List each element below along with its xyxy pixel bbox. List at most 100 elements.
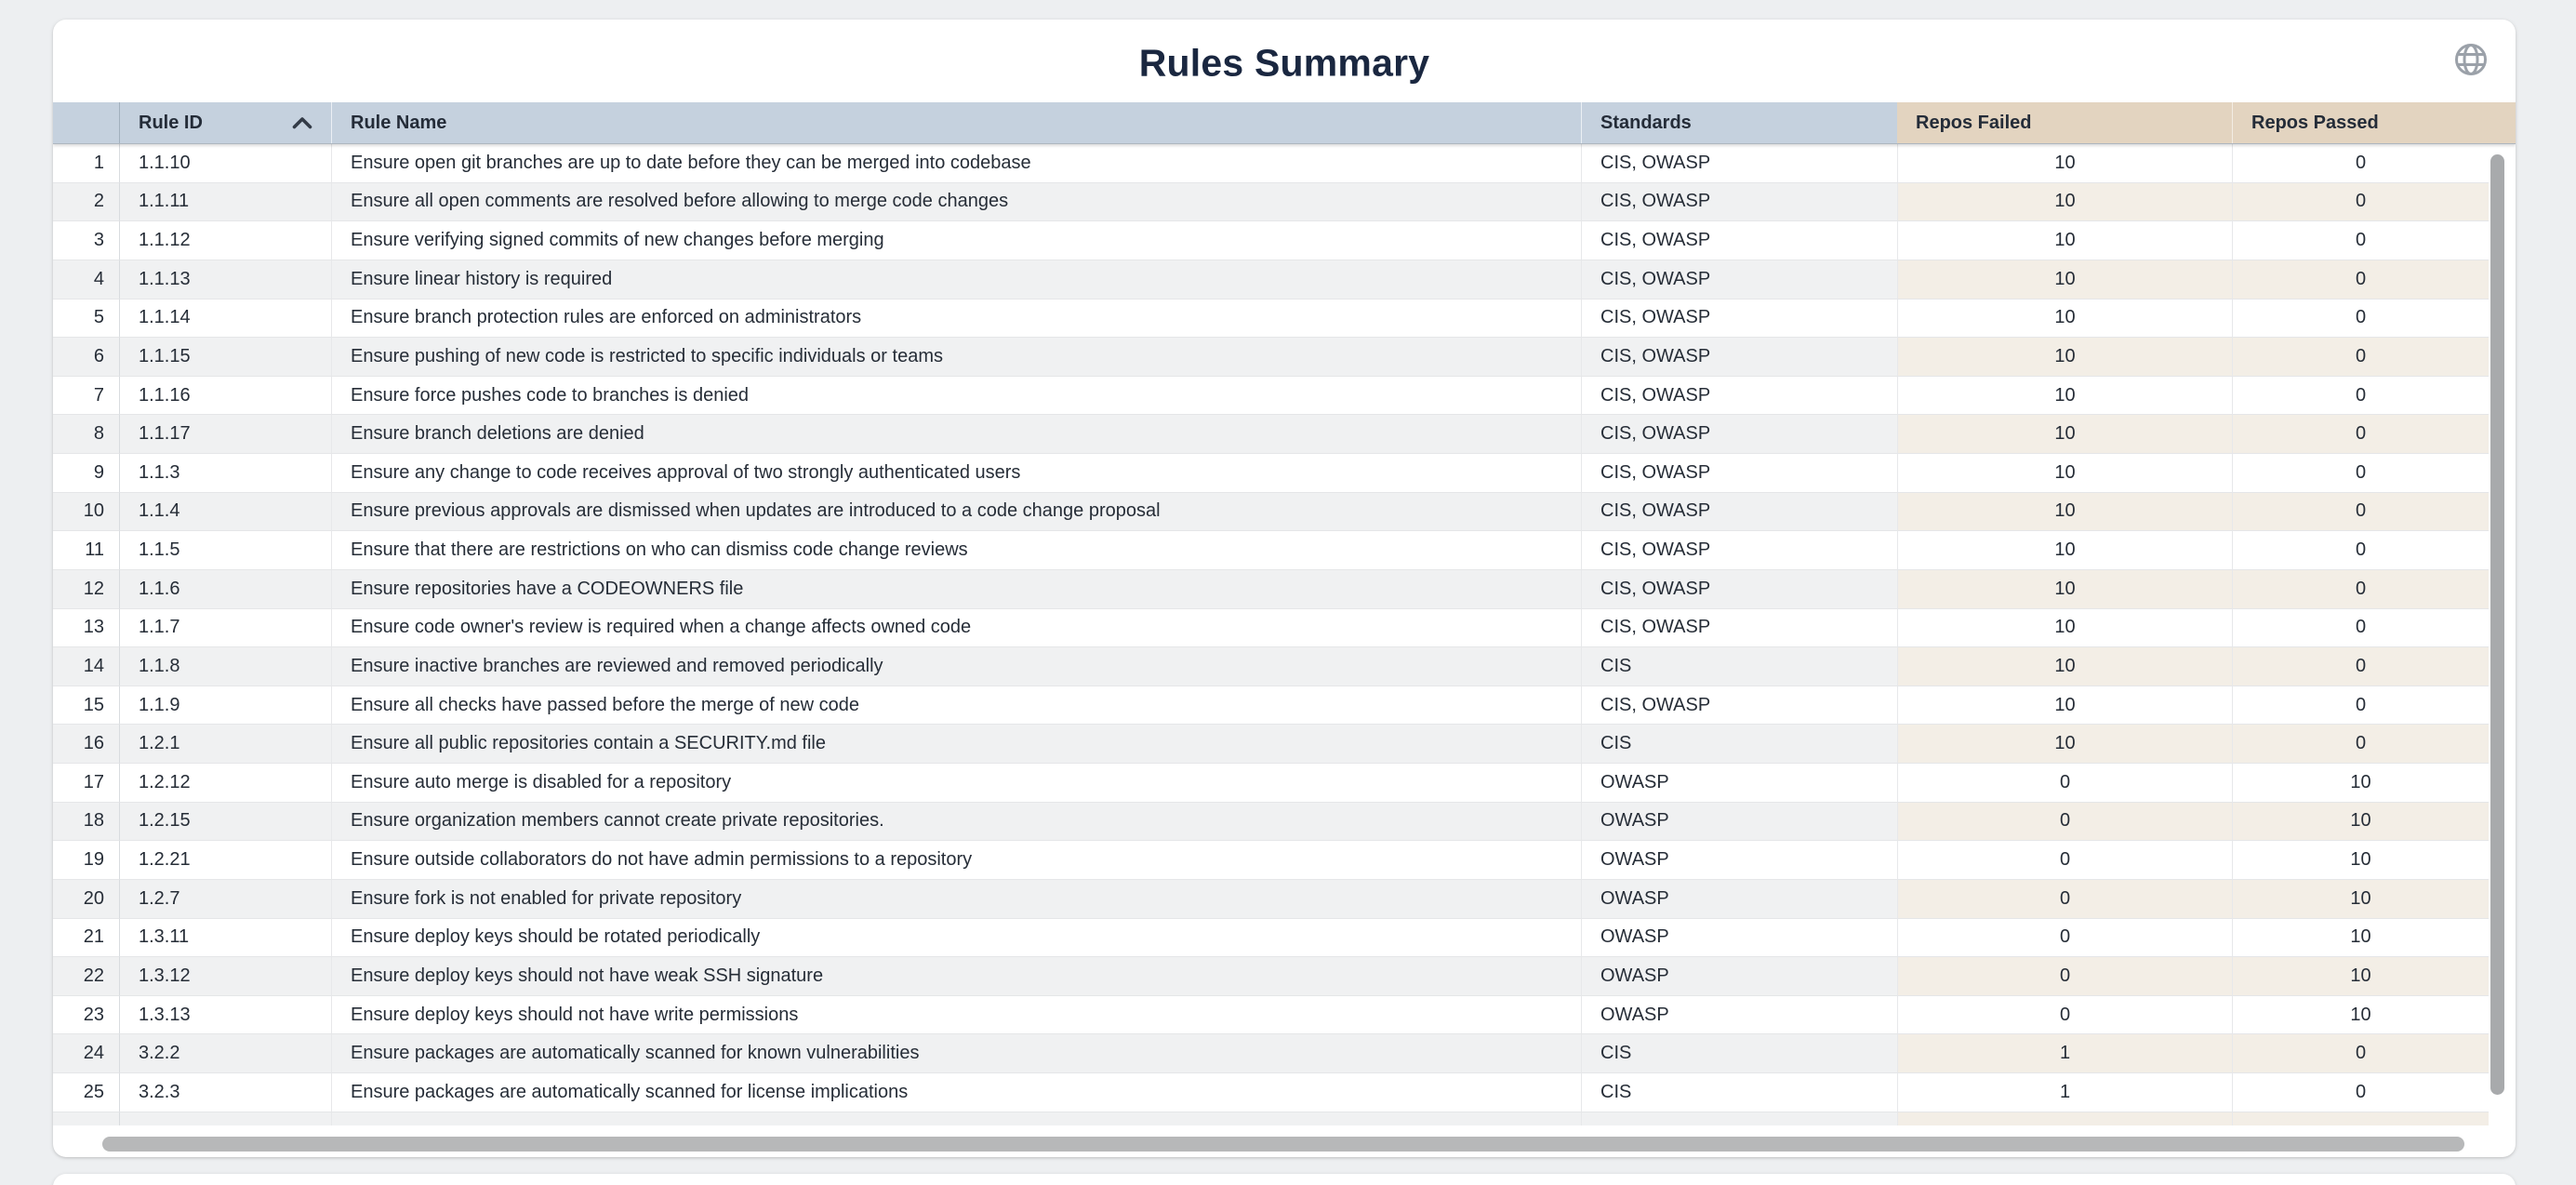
rule-name-cell: Ensure verifying signed commits of new c… (331, 221, 1581, 260)
globe-icon[interactable] (2452, 42, 2490, 79)
repos-passed-cell: 10 (2232, 879, 2489, 919)
rule-id-cell: 1.1.4 (119, 492, 331, 532)
col-header-repos-passed[interactable]: Repos Passed (2232, 102, 2516, 143)
repos-failed-cell: 10 (1897, 686, 2232, 726)
rule-name-cell: Ensure fork is not enabled for private r… (331, 879, 1581, 919)
repos-failed-cell: 10 (1897, 299, 2232, 339)
table-row[interactable]: 10 1.1.4 Ensure previous approvals are dis… (53, 492, 2489, 532)
repos-failed-cell: 10 (1897, 376, 2232, 416)
table-row[interactable]: 25 3.2.3 Ensure packages are automatically… (53, 1073, 2489, 1112)
table-row[interactable]: 15 1.1.9 Ensure all checks have passed bef… (53, 686, 2489, 726)
rule-name-cell: Ensure branch deletions are denied (331, 415, 1581, 454)
row-index-cell: 8 (53, 415, 119, 454)
rule-id-cell: 1.1.13 (119, 260, 331, 300)
rule-id-cell: 3.2.3 (119, 1073, 331, 1112)
vertical-scrollbar[interactable] (2490, 154, 2504, 1095)
table-row[interactable]: 16 1.2.1 Ensure all public repositories co… (53, 725, 2489, 764)
standards-cell: CIS, OWASP (1581, 299, 1897, 339)
standards-cell: CIS, OWASP (1581, 376, 1897, 416)
rule-id-cell: 1.1.5 (119, 531, 331, 570)
rule-name-cell: Ensure outside collaborators do not have… (331, 841, 1581, 880)
table-row[interactable]: 7 1.1.16 Ensure force pushes code to branc… (53, 376, 2489, 416)
table-row[interactable]: 17 1.2.12 Ensure auto merge is disabled fo… (53, 764, 2489, 803)
repos-failed-cell: 0 (1897, 879, 2232, 919)
repos-failed-cell: 10 (1897, 221, 2232, 260)
table-row[interactable]: 18 1.2.15 Ensure organization members cann… (53, 802, 2489, 842)
rule-id-cell: 1.2.21 (119, 841, 331, 880)
table-row[interactable]: 20 1.2.7 Ensure fork is not enabled for pr… (53, 879, 2489, 919)
rule-id-cell: 1.1.16 (119, 376, 331, 416)
table-row[interactable]: 2 1.1.11 Ensure all open comments are reso… (53, 182, 2489, 222)
row-index-cell: 9 (53, 454, 119, 493)
table-row[interactable]: 24 3.2.2 Ensure packages are automatically… (53, 1034, 2489, 1073)
rule-id-cell (119, 1112, 331, 1125)
row-index-cell: 24 (53, 1034, 119, 1073)
rule-id-cell: 1.1.8 (119, 647, 331, 686)
repos-passed-cell: 0 (2232, 376, 2489, 416)
horizontal-scrollbar[interactable] (102, 1137, 2464, 1152)
repos-passed-cell: 0 (2232, 531, 2489, 570)
table-row[interactable]: 4 1.1.13 Ensure linear history is required… (53, 260, 2489, 300)
standards-cell: CIS, OWASP (1581, 686, 1897, 726)
table-row[interactable]: 23 1.3.13 Ensure deploy keys should not ha… (53, 995, 2489, 1035)
col-header-index (53, 102, 119, 143)
standards-cell: OWASP (1581, 841, 1897, 880)
rule-name-cell: Ensure that there are restrictions on wh… (331, 531, 1581, 570)
rule-name-cell: Ensure auto merge is disabled for a repo… (331, 764, 1581, 803)
table-row[interactable]: 11 1.1.5 Ensure that there are restriction… (53, 531, 2489, 570)
repos-passed-cell: 0 (2232, 492, 2489, 532)
rule-name-cell: Ensure organization members cannot creat… (331, 802, 1581, 842)
rule-name-cell: Ensure code owner's review is required w… (331, 608, 1581, 648)
table-row[interactable]: 6 1.1.15 Ensure pushing of new code is res… (53, 338, 2489, 377)
page-title: Rules Summary (1138, 40, 1430, 84)
repos-failed-cell: 10 (1897, 415, 2232, 454)
rule-id-cell: 1.2.12 (119, 764, 331, 803)
row-index-cell: 7 (53, 376, 119, 416)
col-header-repos-failed[interactable]: Repos Failed (1897, 102, 2232, 143)
col-header-rule-id[interactable]: Rule ID (119, 102, 331, 143)
standards-cell: OWASP (1581, 995, 1897, 1035)
col-header-rule-name[interactable]: Rule Name (331, 102, 1581, 143)
sort-ascending-icon (292, 116, 312, 129)
standards-cell: CIS, OWASP (1581, 260, 1897, 300)
repos-passed-cell: 10 (2232, 995, 2489, 1035)
repos-passed-cell (2232, 1112, 2489, 1125)
rule-name-cell: Ensure previous approvals are dismissed … (331, 492, 1581, 532)
rules-summary-card: Rules Summary Rule ID Rule Name Standard… (53, 20, 2516, 1157)
repos-failed-cell: 0 (1897, 918, 2232, 958)
table-row[interactable]: 3 1.1.12 Ensure verifying signed commits o… (53, 221, 2489, 260)
repos-passed-cell: 0 (2232, 725, 2489, 764)
repos-failed-cell: 0 (1897, 841, 2232, 880)
repos-passed-cell: 0 (2232, 415, 2489, 454)
row-index-cell: 25 (53, 1073, 119, 1112)
table-header: Rule ID Rule Name Standards Repos Failed… (53, 102, 2516, 144)
table-row[interactable]: 8 1.1.17 Ensure branch deletions are denie… (53, 415, 2489, 454)
repos-passed-cell: 0 (2232, 338, 2489, 377)
table-row-clipped (53, 1112, 2489, 1125)
row-index-cell: 4 (53, 260, 119, 300)
table-row[interactable]: 1 1.1.10 Ensure open git branches are up t… (53, 144, 2489, 183)
row-index-cell: 23 (53, 995, 119, 1035)
table-row[interactable]: 21 1.3.11 Ensure deploy keys should be rot… (53, 918, 2489, 958)
rule-name-cell: Ensure deploy keys should not have write… (331, 995, 1581, 1035)
table-row[interactable]: 5 1.1.14 Ensure branch protection rules ar… (53, 299, 2489, 339)
table-row[interactable]: 9 1.1.3 Ensure any change to code receives… (53, 454, 2489, 493)
standards-cell: CIS, OWASP (1581, 338, 1897, 377)
table-row[interactable]: 12 1.1.6 Ensure repositories have a CODEOW… (53, 569, 2489, 609)
standards-cell: OWASP (1581, 764, 1897, 803)
table-row[interactable]: 13 1.1.7 Ensure code owner's review is req… (53, 608, 2489, 648)
rule-name-cell: Ensure repositories have a CODEOWNERS fi… (331, 569, 1581, 609)
rule-id-cell: 1.1.17 (119, 415, 331, 454)
rule-id-cell: 1.1.12 (119, 221, 331, 260)
standards-cell: CIS, OWASP (1581, 415, 1897, 454)
table-row[interactable]: 22 1.3.12 Ensure deploy keys should not ha… (53, 957, 2489, 996)
repos-failed-cell: 10 (1897, 260, 2232, 300)
table-row[interactable]: 14 1.1.8 Ensure inactive branches are revi… (53, 647, 2489, 686)
row-index-cell: 20 (53, 879, 119, 919)
col-header-standards[interactable]: Standards (1581, 102, 1897, 143)
table-row[interactable]: 19 1.2.21 Ensure outside collaborators do … (53, 841, 2489, 880)
rule-name-cell: Ensure all checks have passed before the… (331, 686, 1581, 726)
rule-name-cell: Ensure all open comments are resolved be… (331, 182, 1581, 222)
col-header-rule-id-label: Rule ID (139, 112, 203, 133)
